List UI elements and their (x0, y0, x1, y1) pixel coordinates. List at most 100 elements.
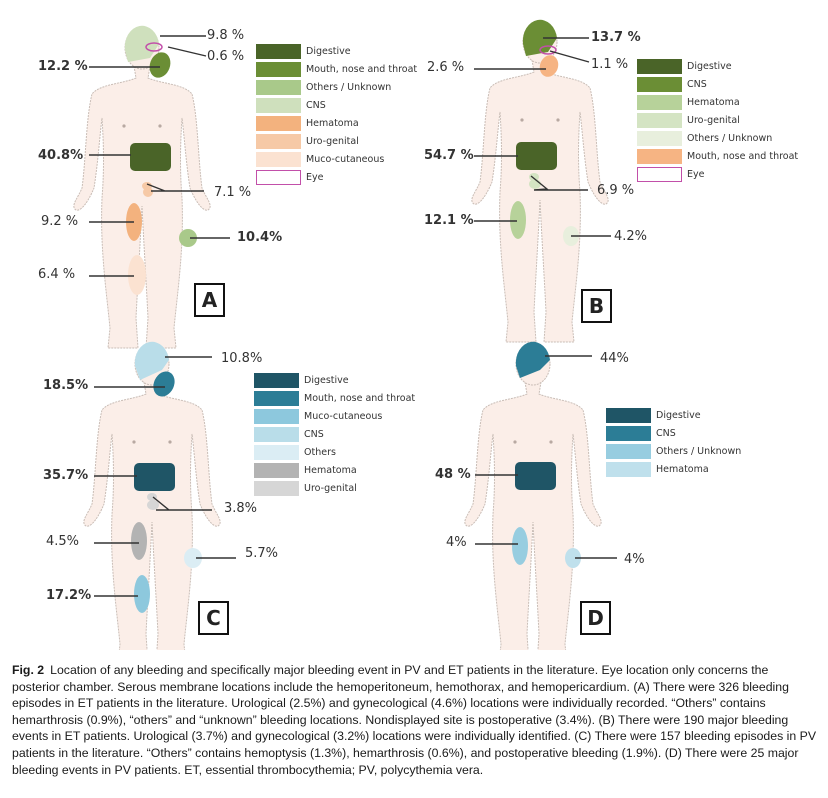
legend-panel-c: Digestive Mouth, nose and throat Muco-cu… (254, 371, 415, 497)
caption-text: Location of any bleeding and specificall… (12, 663, 817, 777)
nipple-d (549, 440, 553, 444)
marker-b-cns (522, 19, 557, 57)
legend-swatch (256, 43, 301, 59)
legend-swatch (254, 372, 299, 388)
pct-label-b-urogenital: 6.9 % (597, 183, 635, 198)
legend-label: Uro-genital (687, 114, 740, 126)
marker-a-others (179, 229, 197, 247)
leader-line-b-urogenital (530, 175, 588, 191)
marker-c-others (184, 548, 202, 568)
legend-label: Mouth, nose and throat (304, 392, 416, 404)
body-silhouette-c (83, 381, 221, 665)
marker-c-mucocutaneous (134, 575, 150, 613)
legend-item: Eye (256, 168, 417, 186)
pct-label-a-hematoma: 9.2 % (41, 214, 79, 229)
legend-label: Eye (306, 171, 324, 183)
pct-label-c-others: 5.7% (245, 546, 279, 561)
body-silhouette-d (464, 381, 602, 665)
legend-item: Uro-genital (254, 479, 415, 497)
legend-item: Mouth, nose and throat (254, 389, 415, 407)
marker-c-mouth (153, 371, 175, 397)
pct-label-b-eye: 1.1 % (591, 57, 629, 72)
legend-swatch (254, 462, 299, 478)
legend-swatch (254, 408, 299, 424)
nipple-a (158, 124, 162, 128)
pct-label-a-cns: 9.8 % (207, 28, 245, 43)
legend-item: Digestive (637, 57, 798, 75)
legend-swatch (256, 115, 301, 131)
legend-label: Digestive (687, 60, 732, 72)
legend-item: Uro-genital (256, 132, 417, 150)
pct-label-a-others: 10.4% (237, 230, 283, 245)
pct-label-d-digestive: 48 % (435, 467, 471, 482)
pct-label-d-hematoma: 4% (624, 552, 645, 567)
marker-c-urogenital (147, 500, 159, 510)
legend-swatch (256, 133, 301, 149)
legend-item: Digestive (256, 42, 417, 60)
legend-item: Others (254, 443, 415, 461)
legend-label: Eye (687, 168, 705, 180)
legend-swatch (254, 444, 299, 460)
pct-label-a-urogenital: 7.1 % (214, 185, 252, 200)
pct-label-b-cns: 13.7 % (591, 30, 641, 45)
legend-label: Uro-genital (306, 135, 359, 147)
legend-panel-a: Digestive Mouth, nose and throat Others … (256, 42, 417, 186)
marker-a-eye (145, 42, 163, 52)
marker-c-hematoma (131, 522, 147, 560)
legend-label: Digestive (656, 409, 701, 421)
legend-label: Hematoma (656, 463, 709, 475)
legend-swatch (637, 58, 682, 74)
leader-line-a-eye (167, 46, 207, 57)
legend-item: Hematoma (637, 93, 798, 111)
panel-letter-d: D (580, 601, 611, 635)
legend-label: Mouth, nose and throat (687, 150, 799, 162)
nipple-a (122, 124, 126, 128)
legend-label: Muco-cutaneous (306, 153, 385, 165)
marker-b-urogenital (529, 173, 539, 181)
pct-label-d-cns: 44% (600, 351, 629, 366)
pct-label-c-cns: 10.8% (221, 351, 263, 366)
legend-swatch (256, 169, 301, 185)
legend-item: CNS (606, 424, 741, 442)
legend-swatch (637, 130, 682, 146)
legend-label: Digestive (306, 45, 351, 57)
legend-item: Uro-genital (637, 111, 798, 129)
legend-swatch (254, 390, 299, 406)
legend-label: Others / Unknown (656, 445, 742, 457)
pct-label-b-others: 4.2% (614, 229, 648, 244)
legend-label: CNS (687, 78, 707, 90)
legend-swatch (254, 480, 299, 496)
legend-swatch (637, 94, 682, 110)
leader-line-b-eye (549, 50, 590, 63)
legend-item: Others / Unknown (256, 78, 417, 96)
leader-line-a-urogenital (146, 183, 204, 192)
legend-swatch (637, 112, 682, 128)
marker-d-others (512, 527, 528, 565)
figure-caption: Fig. 2 Location of any bleeding and speci… (12, 662, 818, 778)
panel-letter-a: A (194, 283, 225, 317)
marker-a-cns (124, 25, 159, 62)
legend-item: Others / Unknown (637, 129, 798, 147)
legend-panel-d: Digestive CNS Others / Unknown Hematoma (606, 406, 741, 478)
nipple-c (168, 440, 172, 444)
legend-panel-b: Digestive CNS Hematoma Uro-genital Other… (637, 57, 798, 183)
pct-label-a-mouth: 12.2 % (38, 59, 88, 74)
pct-label-c-mouth: 18.5% (43, 378, 89, 393)
legend-label: Others / Unknown (687, 132, 773, 144)
pct-label-d-others: 4% (446, 535, 467, 550)
legend-swatch (637, 76, 682, 92)
legend-swatch (256, 151, 301, 167)
legend-item: CNS (256, 96, 417, 114)
marker-a-urogenital (143, 187, 153, 197)
legend-item: Muco-cutaneous (256, 150, 417, 168)
figure-label: Fig. 2 (12, 663, 45, 677)
legend-label: Hematoma (306, 117, 359, 129)
pct-label-c-digestive: 35.7% (43, 468, 89, 483)
legend-label: Mouth, nose and throat (306, 63, 418, 75)
legend-item: CNS (637, 75, 798, 93)
marker-b-urogenital (529, 179, 541, 189)
marker-a-digestive (130, 143, 171, 171)
bleeding-location-figure: Digestive Mouth, nose and throat Others … (38, 19, 798, 665)
legend-swatch (606, 425, 651, 441)
legend-swatch (256, 79, 301, 95)
